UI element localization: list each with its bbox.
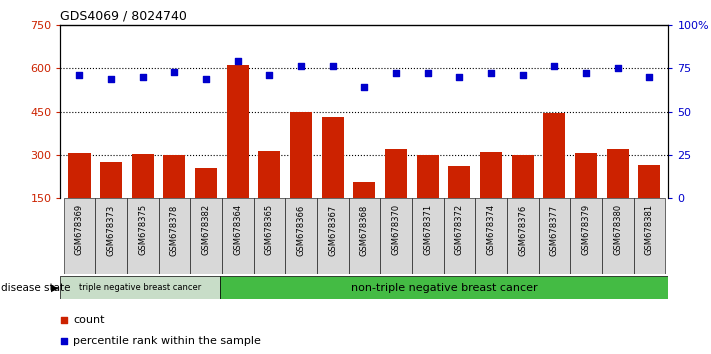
Point: [580, 70, 592, 76]
Bar: [412, 198, 444, 274]
Bar: [602, 198, 634, 274]
Bar: [575, 153, 597, 241]
Bar: [538, 198, 570, 274]
Point: [390, 70, 402, 76]
Text: GSM678373: GSM678373: [107, 204, 116, 256]
Bar: [195, 168, 217, 241]
Text: GSM678379: GSM678379: [582, 204, 591, 256]
Text: GSM678381: GSM678381: [645, 204, 654, 256]
Text: GSM678377: GSM678377: [550, 204, 559, 256]
Bar: [164, 155, 186, 241]
Text: GSM678365: GSM678365: [265, 204, 274, 256]
Text: GSM678364: GSM678364: [233, 204, 242, 256]
Bar: [60, 276, 220, 299]
Point: [105, 76, 117, 81]
Bar: [507, 198, 538, 274]
Bar: [222, 198, 254, 274]
Text: ▶: ▶: [50, 283, 58, 293]
Text: disease state: disease state: [1, 283, 70, 293]
Text: GSM678372: GSM678372: [455, 204, 464, 256]
Point: [327, 64, 338, 69]
Point: [264, 72, 275, 78]
Point: [486, 70, 497, 76]
Point: [358, 84, 370, 90]
Bar: [254, 198, 285, 274]
Bar: [220, 276, 668, 299]
Text: GDS4069 / 8024740: GDS4069 / 8024740: [60, 9, 187, 22]
Text: GSM678368: GSM678368: [360, 204, 369, 256]
Text: GSM678366: GSM678366: [296, 204, 306, 256]
Bar: [191, 198, 222, 274]
Point: [232, 58, 243, 64]
Bar: [380, 198, 412, 274]
Bar: [512, 155, 534, 241]
Bar: [385, 149, 407, 241]
Point: [58, 317, 70, 323]
Text: GSM678374: GSM678374: [486, 204, 496, 256]
Bar: [132, 154, 154, 241]
Bar: [543, 113, 565, 241]
Point: [517, 72, 528, 78]
Bar: [444, 198, 475, 274]
Bar: [570, 198, 602, 274]
Text: percentile rank within the sample: percentile rank within the sample: [73, 336, 261, 346]
Bar: [68, 153, 90, 241]
Bar: [159, 198, 191, 274]
Bar: [449, 166, 471, 241]
Bar: [417, 155, 439, 241]
Text: GSM678382: GSM678382: [202, 204, 210, 256]
Bar: [290, 112, 312, 241]
Text: non-triple negative breast cancer: non-triple negative breast cancer: [351, 282, 538, 293]
Text: GSM678369: GSM678369: [75, 204, 84, 256]
Text: triple negative breast cancer: triple negative breast cancer: [80, 283, 201, 292]
Text: GSM678380: GSM678380: [613, 204, 622, 256]
Bar: [285, 198, 317, 274]
Point: [454, 74, 465, 80]
Bar: [606, 149, 629, 241]
Point: [643, 74, 655, 80]
Bar: [475, 198, 507, 274]
Text: GSM678376: GSM678376: [518, 204, 527, 256]
Text: GSM678378: GSM678378: [170, 204, 179, 256]
Point: [612, 65, 624, 71]
Point: [169, 69, 180, 74]
Bar: [63, 198, 95, 274]
Bar: [258, 150, 280, 241]
Bar: [353, 182, 375, 241]
Bar: [638, 165, 661, 241]
Bar: [227, 65, 249, 241]
Bar: [127, 198, 159, 274]
Text: GSM678375: GSM678375: [138, 204, 147, 256]
Point: [74, 72, 85, 78]
Bar: [321, 117, 344, 241]
Point: [58, 338, 70, 344]
Bar: [100, 162, 122, 241]
Bar: [634, 198, 665, 274]
Point: [137, 74, 149, 80]
Bar: [317, 198, 348, 274]
Point: [295, 64, 306, 69]
Text: GSM678371: GSM678371: [423, 204, 432, 256]
Bar: [348, 198, 380, 274]
Bar: [480, 152, 502, 241]
Text: GSM678370: GSM678370: [392, 204, 400, 256]
Point: [549, 64, 560, 69]
Point: [201, 76, 212, 81]
Text: count: count: [73, 315, 105, 325]
Point: [422, 70, 434, 76]
Text: GSM678367: GSM678367: [328, 204, 337, 256]
Bar: [95, 198, 127, 274]
